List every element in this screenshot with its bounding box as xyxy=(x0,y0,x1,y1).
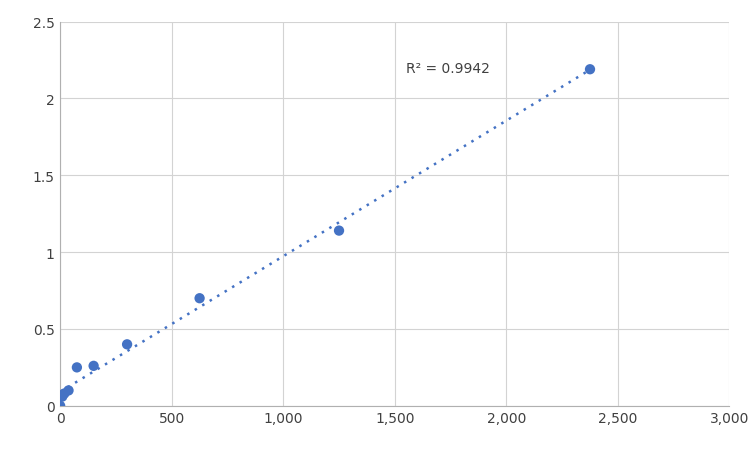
Point xyxy=(59,390,71,397)
Point xyxy=(56,393,68,400)
Point xyxy=(121,341,133,348)
Point xyxy=(333,227,345,235)
Point xyxy=(193,295,205,302)
Point xyxy=(54,402,66,410)
Text: R² = 0.9942: R² = 0.9942 xyxy=(406,62,490,75)
Point xyxy=(87,363,99,370)
Point xyxy=(71,364,83,371)
Point xyxy=(62,387,74,394)
Point xyxy=(584,66,596,74)
